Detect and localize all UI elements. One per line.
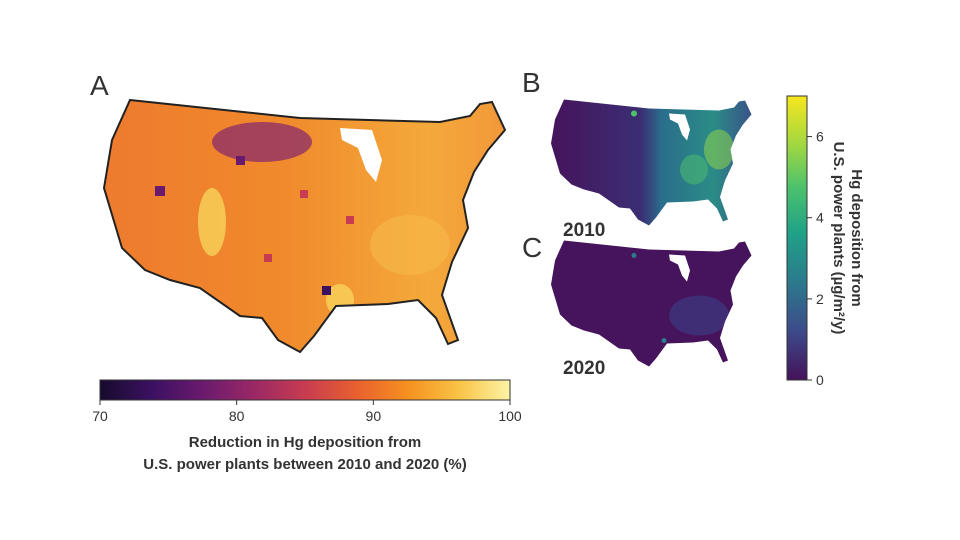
map-c-region: [669, 295, 729, 336]
map-b-high-region: [704, 129, 734, 170]
map-panel-c: [551, 240, 752, 367]
map-a-low-region: [212, 122, 312, 162]
map-b-high-region: [680, 154, 708, 185]
map-a-high-region: [370, 215, 450, 275]
great-lakes-b: [669, 113, 690, 141]
colorbar-right-tick-label: 2: [816, 291, 824, 307]
year-label-2010: 2010: [563, 220, 605, 241]
map-panel-b: [551, 99, 752, 226]
map-c-hotspot: [631, 253, 637, 258]
panel-a-letter: A: [90, 70, 109, 101]
map-a-low-cell: [264, 254, 272, 262]
great-lakes-a: [340, 128, 382, 182]
colorbar-a-title-line2: U.S. power plants between 2010 and 2020 …: [143, 456, 466, 473]
map-panel-a: [103, 99, 506, 353]
colorbar-a-ticks: 70 80 90 100: [92, 400, 522, 424]
map-c-hotspot: [661, 338, 667, 343]
year-label-2020: 2020: [563, 358, 605, 379]
colorbar-right-tick-label: 0: [816, 372, 824, 388]
map-a-low-cell: [346, 216, 354, 224]
colorbar-a: [99, 379, 511, 401]
colorbar-a-tick-label: 100: [498, 408, 522, 424]
map-a-low-cell: [300, 190, 308, 198]
map-a-high-region: [198, 188, 226, 256]
map-b-hotspot: [631, 110, 637, 117]
colorbar-a-tick-label: 90: [366, 408, 382, 424]
colorbar-a-tick-label: 70: [92, 408, 108, 424]
panel-b-letter: B: [522, 67, 541, 98]
colorbar-right-tick-label: 6: [816, 129, 824, 145]
colorbar-right-tick-label: 4: [816, 210, 824, 226]
map-a-low-cell: [236, 156, 245, 165]
colorbar-right-ticks: 0 2 4 6: [807, 129, 824, 388]
panel-c-letter: C: [522, 232, 542, 263]
colorbar-a-title-line1: Reduction in Hg deposition from: [189, 434, 422, 451]
colorbar-right-title-line1: Hg deposition from: [848, 169, 865, 307]
map-a-low-cell: [322, 286, 331, 295]
colorbar-a-tick-label: 80: [229, 408, 245, 424]
great-lakes-c: [669, 254, 690, 282]
map-a-low-cell: [155, 186, 165, 196]
colorbar-right-title-line2: U.S. power plants (µg/m²/y): [830, 142, 847, 335]
colorbar-right: [786, 95, 808, 381]
